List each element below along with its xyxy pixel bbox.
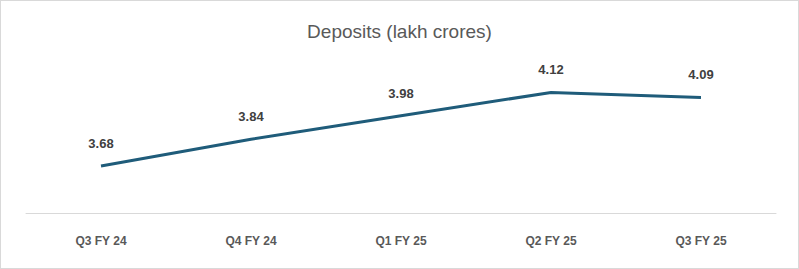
svg-text:Q3 FY 24: Q3 FY 24 bbox=[75, 234, 126, 248]
svg-text:Q4 FY 24: Q4 FY 24 bbox=[225, 234, 276, 248]
svg-text:3.84: 3.84 bbox=[238, 109, 264, 124]
svg-text:Q3 FY 25: Q3 FY 25 bbox=[675, 234, 726, 248]
svg-text:3.68: 3.68 bbox=[88, 136, 113, 151]
svg-text:4.12: 4.12 bbox=[538, 62, 563, 77]
svg-text:Q2 FY 25: Q2 FY 25 bbox=[525, 234, 576, 248]
svg-text:3.98: 3.98 bbox=[388, 86, 413, 101]
svg-text:4.09: 4.09 bbox=[688, 67, 713, 82]
svg-text:Deposits (lakh crores): Deposits (lakh crores) bbox=[307, 21, 492, 42]
svg-text:Q1 FY 25: Q1 FY 25 bbox=[375, 234, 426, 248]
